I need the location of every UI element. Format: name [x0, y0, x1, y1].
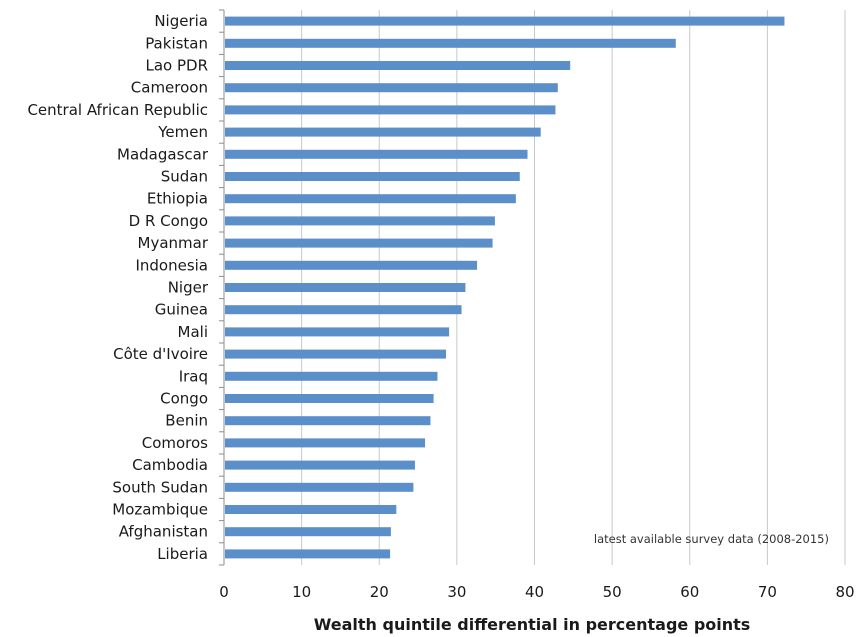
bar — [225, 172, 520, 181]
category-label: Pakistan — [145, 34, 208, 52]
category-label: Mali — [178, 323, 208, 341]
category-label: South Sudan — [112, 478, 208, 496]
category-label: Mozambique — [112, 501, 208, 519]
category-label: Madagascar — [117, 145, 209, 163]
bar — [225, 238, 493, 248]
bar — [225, 349, 447, 359]
category-label: Indonesia — [135, 256, 208, 274]
bar — [225, 260, 478, 270]
category-label: Cameroon — [131, 79, 208, 97]
x-tick-label: 40 — [525, 583, 544, 601]
bar — [225, 127, 541, 137]
x-tick-label: 10 — [292, 583, 311, 601]
x-tick-label: 20 — [370, 583, 389, 601]
category-label: Ethiopia — [147, 190, 208, 208]
bar — [225, 38, 676, 48]
category-label: Yemen — [157, 123, 208, 141]
bar — [225, 438, 426, 448]
category-label: Cambodia — [132, 456, 208, 474]
category-label: Congo — [160, 390, 208, 408]
bar — [225, 527, 391, 537]
category-label: Lao PDR — [145, 57, 208, 75]
bar — [225, 149, 528, 159]
bar — [225, 394, 434, 403]
category-label: Benin — [165, 412, 208, 430]
category-label: Afghanistan — [119, 523, 208, 541]
bar — [225, 460, 415, 470]
bar — [225, 371, 438, 381]
category-label: Guinea — [155, 301, 208, 319]
category-label: D R Congo — [129, 212, 208, 230]
bar — [225, 194, 516, 204]
bar — [225, 105, 556, 115]
bar — [225, 482, 414, 492]
category-label: Myanmar — [138, 234, 209, 252]
category-label: Comoros — [142, 434, 208, 452]
category-label: Sudan — [161, 168, 208, 186]
category-label: Central African Republic — [27, 101, 208, 119]
x-tick-labels: 0 10 20 30 40 50 60 70 80 — [219, 583, 854, 601]
bar — [225, 505, 397, 514]
category-label: Nigeria — [154, 12, 208, 30]
bar — [225, 83, 558, 93]
bar — [225, 416, 431, 426]
x-tick-label: 80 — [835, 583, 854, 601]
x-axis-title: Wealth quintile differential in percenta… — [314, 615, 751, 634]
category-label: Iraq — [179, 367, 208, 385]
bar — [225, 61, 571, 70]
bars — [225, 16, 785, 559]
axes — [219, 9, 225, 566]
bar — [225, 305, 462, 315]
category-label: Liberia — [157, 545, 208, 563]
x-tick-label: 30 — [447, 583, 466, 601]
bar — [225, 283, 466, 292]
bar — [225, 216, 495, 226]
category-label: Côte d'Ivoire — [113, 345, 208, 363]
bar — [225, 549, 391, 559]
annotation-note: latest available survey data (2008-2015) — [594, 532, 829, 546]
x-tick-label: 50 — [603, 583, 622, 601]
x-tick-label: 70 — [758, 583, 777, 601]
category-label: Niger — [168, 279, 209, 297]
bar — [225, 16, 785, 26]
category-labels: Nigeria Pakistan Lao PDR Cameroon Central Af… — [27, 12, 208, 563]
x-tick-label: 0 — [219, 583, 229, 601]
bar — [225, 327, 450, 337]
x-tick-label: 60 — [680, 583, 699, 601]
